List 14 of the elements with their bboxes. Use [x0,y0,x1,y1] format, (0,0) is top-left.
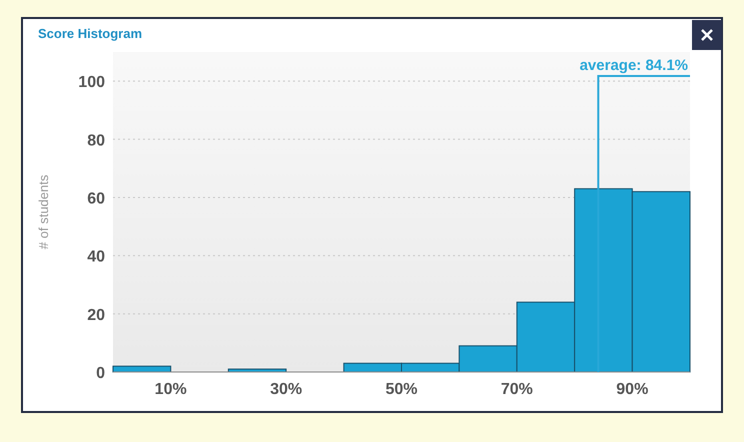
y-tick-label: 60 [87,190,106,208]
x-tick-label: 30% [270,381,302,398]
x-tick-label: 50% [385,381,418,398]
y-axis-title: # of students [36,174,51,250]
y-tick-label: 0 [96,365,106,382]
y-tick-label: 40 [87,248,106,266]
ref-line-label: average: 84.1% [580,57,688,74]
y-tick-label: 100 [78,74,106,92]
y-tick-label: 20 [87,306,106,324]
x-tick-label: 90% [616,381,648,398]
x-tick-label: 70% [500,381,533,398]
y-tick-label: 80 [87,132,106,150]
x-tick-label: 10% [154,381,187,398]
chart-title: Score Histogram [38,26,142,41]
